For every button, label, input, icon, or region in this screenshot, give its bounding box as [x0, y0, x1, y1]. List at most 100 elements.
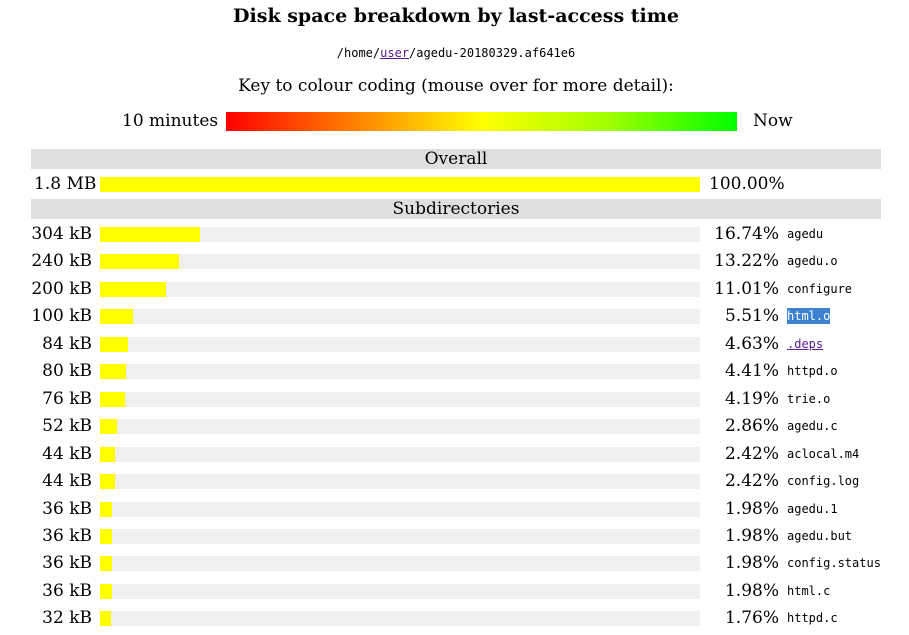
- table-row: 36 kB 1.98% html.c: [0, 581, 909, 608]
- row-bar-track: [100, 254, 700, 269]
- row-bar-fill[interactable]: [100, 584, 112, 599]
- row-size: 240 kB: [31, 251, 92, 271]
- row-bar-track: [100, 447, 700, 462]
- row-bar-fill[interactable]: [100, 227, 200, 242]
- row-percent: 2.42%: [724, 471, 779, 491]
- table-row: 36 kB 1.98% config.status: [0, 553, 909, 580]
- row-name: config.log: [787, 474, 860, 488]
- row-percent: 13.22%: [714, 251, 779, 271]
- row-size: 100 kB: [31, 306, 92, 326]
- row-name: agedu.1: [787, 502, 838, 516]
- row-bar-fill[interactable]: [100, 282, 166, 297]
- row-bar-track: [100, 502, 700, 517]
- table-row: 32 kB 1.76% httpd.c: [0, 608, 909, 635]
- row-size: 44 kB: [42, 444, 92, 464]
- row-bar-track: [100, 309, 700, 324]
- row-name: html.c: [787, 584, 831, 598]
- row-bar-track: [100, 337, 700, 352]
- row-size: 36 kB: [42, 581, 92, 601]
- overall-row: 1.8 MB 100.00%: [0, 174, 909, 201]
- overall-heading: Overall: [31, 149, 881, 169]
- row-bar-fill[interactable]: [100, 419, 117, 434]
- row-name-link[interactable]: .deps: [787, 337, 824, 351]
- key-left-label: 10 minutes: [122, 111, 219, 131]
- row-name: aclocal.m4: [787, 447, 860, 461]
- row-percent: 4.63%: [724, 334, 779, 354]
- row-bar-track: [100, 474, 700, 489]
- table-row: 100 kB 5.51% html.o: [0, 306, 909, 333]
- table-row: 76 kB 4.19% trie.o: [0, 389, 909, 416]
- row-size: 32 kB: [42, 608, 92, 628]
- path-suffix: /agedu-20180329.af641e6: [409, 46, 576, 60]
- row-bar-fill[interactable]: [100, 337, 128, 352]
- table-row: 36 kB 1.98% agedu.but: [0, 526, 909, 553]
- row-percent: 1.98%: [724, 553, 779, 573]
- table-row: 84 kB 4.63% .deps: [0, 334, 909, 361]
- overall-percent: 100.00%: [709, 174, 785, 194]
- row-size: 84 kB: [42, 334, 92, 354]
- row-percent: 11.01%: [714, 279, 779, 299]
- row-percent: 4.41%: [724, 361, 779, 381]
- row-name: configure: [787, 282, 853, 296]
- table-row: 80 kB 4.41% httpd.o: [0, 361, 909, 388]
- path-prefix: /home/: [336, 46, 381, 60]
- row-bar-fill[interactable]: [100, 556, 112, 571]
- row-size: 80 kB: [42, 361, 92, 381]
- row-bar-track: [100, 529, 700, 544]
- key-right-label: Now: [753, 111, 793, 131]
- row-bar-fill[interactable]: [100, 364, 126, 379]
- row-name: agedu.c: [787, 419, 838, 433]
- row-bar-track: [100, 282, 700, 297]
- row-name: trie.o: [787, 392, 831, 406]
- row-bar-fill[interactable]: [100, 474, 115, 489]
- row-size: 52 kB: [42, 416, 92, 436]
- row-size: 304 kB: [31, 224, 92, 244]
- row-bar-track: [100, 419, 700, 434]
- colour-key-gradient[interactable]: [226, 112, 737, 131]
- table-row: 240 kB 13.22% agedu.o: [0, 251, 909, 278]
- row-bar-track: [100, 227, 700, 242]
- row-name: agedu.but: [787, 529, 853, 543]
- row-bar-track: [100, 392, 700, 407]
- row-size: 76 kB: [42, 389, 92, 409]
- row-percent: 5.51%: [724, 306, 779, 326]
- path-link-user[interactable]: user: [380, 46, 410, 60]
- table-row: 200 kB 11.01% configure: [0, 279, 909, 306]
- row-bar-fill[interactable]: [100, 309, 133, 324]
- row-name: agedu.o: [787, 254, 838, 268]
- row-name: html.o: [787, 308, 831, 324]
- row-name: agedu: [787, 227, 824, 241]
- row-percent: 1.76%: [724, 608, 779, 628]
- overall-bar-fill[interactable]: [100, 177, 700, 192]
- directory-path: /home/user/agedu-20180329.af641e6: [0, 45, 909, 61]
- row-percent: 4.19%: [724, 389, 779, 409]
- overall-size: 1.8 MB: [34, 174, 97, 194]
- row-name: httpd.c: [787, 611, 838, 625]
- page-title: Disk space breakdown by last-access time: [233, 5, 679, 27]
- row-bar-fill[interactable]: [100, 254, 179, 269]
- subdirectories-heading: Subdirectories: [31, 199, 881, 219]
- row-bar-fill[interactable]: [100, 529, 112, 544]
- row-percent: 2.42%: [724, 444, 779, 464]
- row-size: 36 kB: [42, 526, 92, 546]
- row-percent: 1.98%: [724, 526, 779, 546]
- row-name: httpd.o: [787, 364, 838, 378]
- table-row: 52 kB 2.86% agedu.c: [0, 416, 909, 443]
- table-row: 304 kB 16.74% agedu: [0, 224, 909, 251]
- row-bar-fill[interactable]: [100, 392, 125, 407]
- row-size: 200 kB: [31, 279, 92, 299]
- row-size: 36 kB: [42, 499, 92, 519]
- row-bar-track: [100, 556, 700, 571]
- table-row: 44 kB 2.42% config.log: [0, 471, 909, 498]
- row-bar-fill[interactable]: [100, 447, 115, 462]
- row-percent: 16.74%: [714, 224, 779, 244]
- row-size: 44 kB: [42, 471, 92, 491]
- key-title: Key to colour coding (mouse over for mor…: [238, 76, 674, 96]
- row-percent: 2.86%: [724, 416, 779, 436]
- row-percent: 1.98%: [724, 581, 779, 601]
- row-bar-fill[interactable]: [100, 502, 112, 517]
- row-bar-track: [100, 584, 700, 599]
- row-bar-fill[interactable]: [100, 611, 111, 626]
- row-size: 36 kB: [42, 553, 92, 573]
- table-row: 36 kB 1.98% agedu.1: [0, 499, 909, 526]
